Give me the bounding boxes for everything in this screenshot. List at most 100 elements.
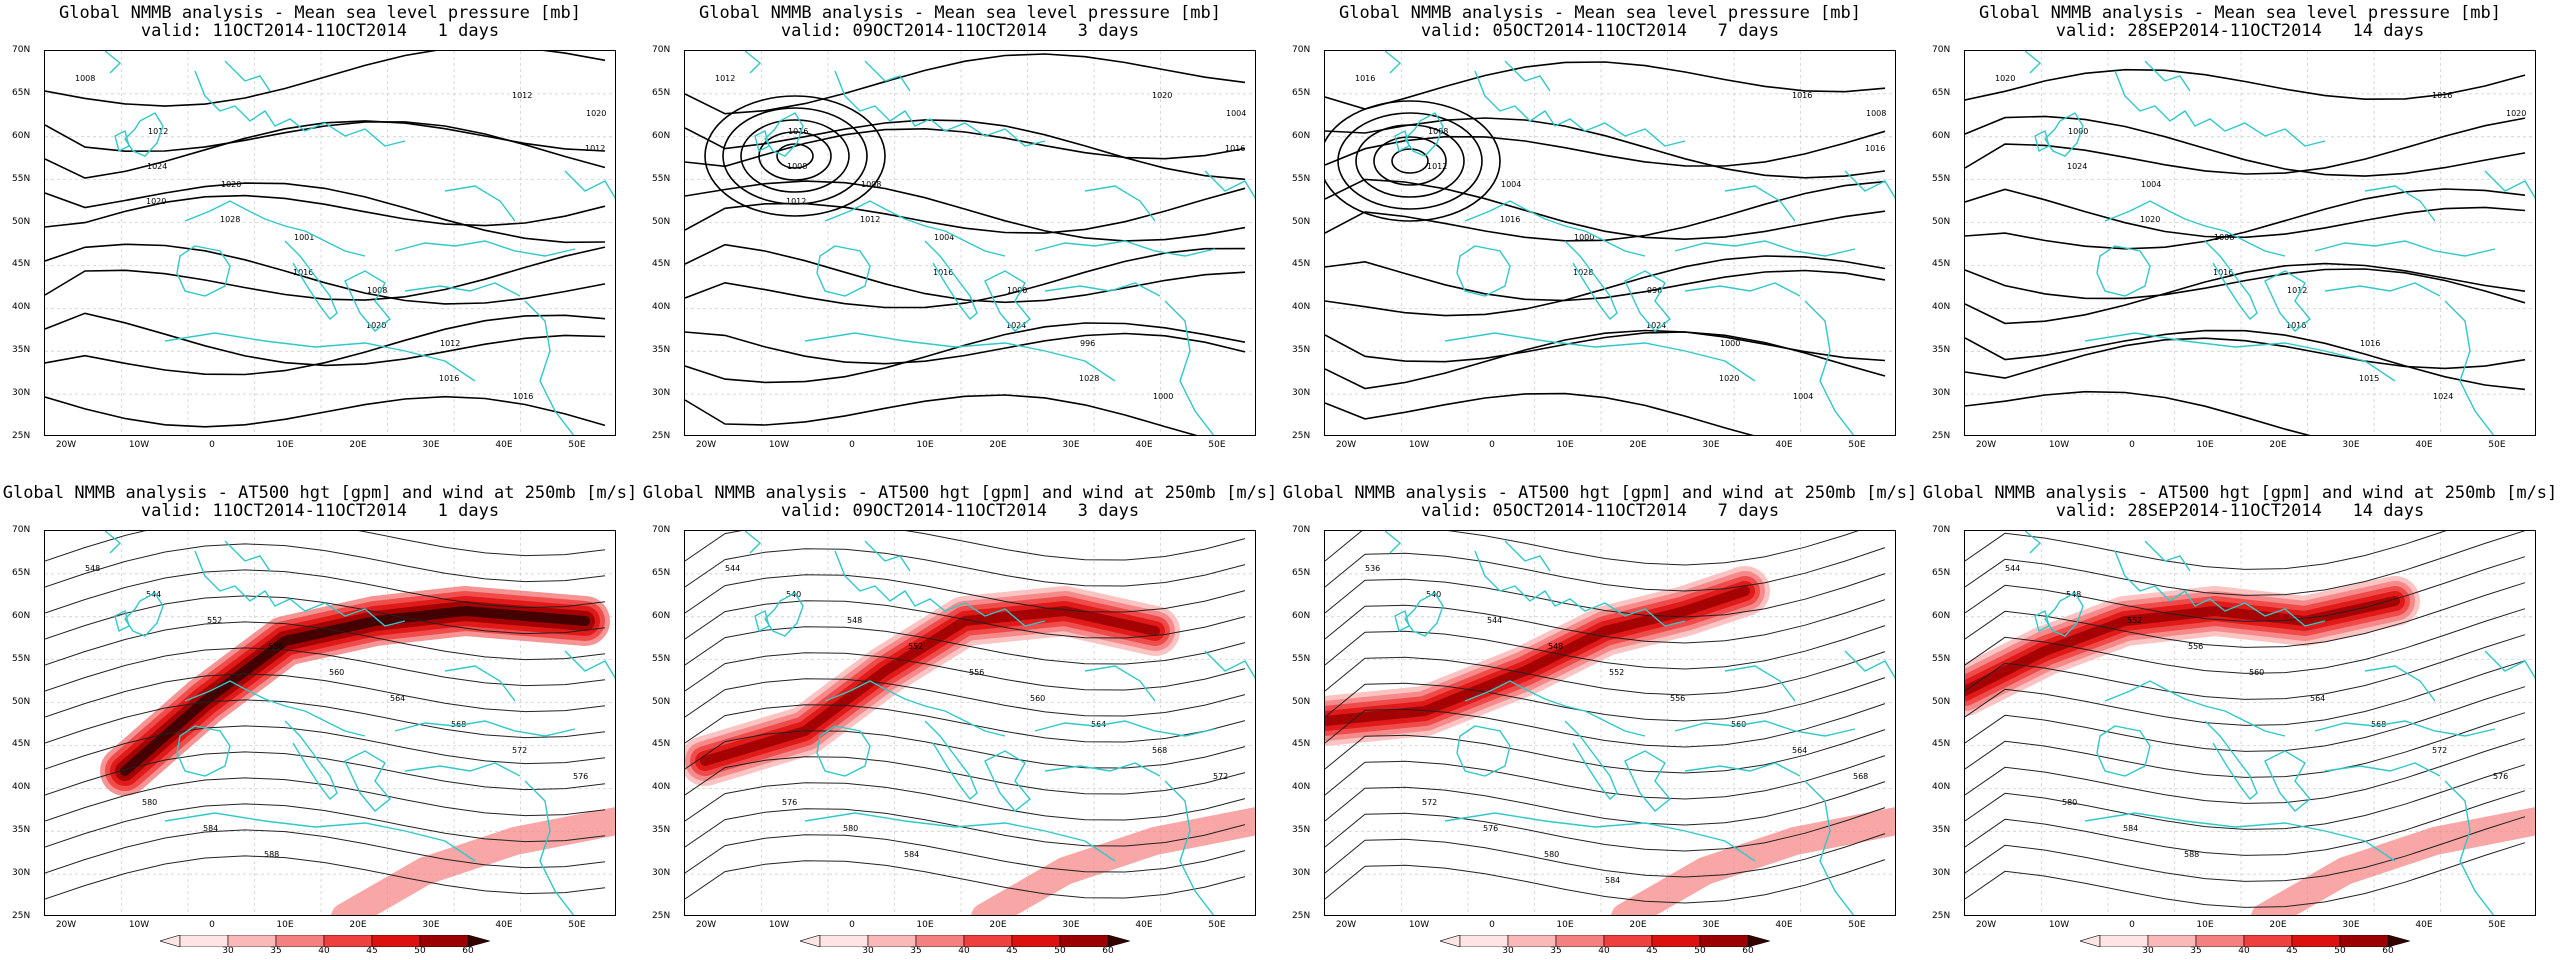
latitude-label: 35N bbox=[652, 345, 671, 356]
isobar-label: 1028 bbox=[1079, 374, 1099, 383]
height-label: 576 bbox=[2493, 772, 2508, 781]
map-panel-4: Global NMMB analysis - Mean sea level pr… bbox=[1920, 0, 2560, 480]
wind-colorbar bbox=[798, 932, 1132, 948]
latitude-label: 65N bbox=[1292, 87, 1311, 98]
colorbar-label: 60 bbox=[1102, 946, 1114, 956]
longitude-label: 20W bbox=[1335, 920, 1357, 930]
height-label: 560 bbox=[329, 668, 344, 677]
longitude-label: 10W bbox=[2048, 440, 2070, 450]
coastline-5 bbox=[284, 720, 338, 801]
coastline-11 bbox=[2364, 665, 2436, 702]
isobar-line bbox=[45, 243, 606, 305]
height-contour bbox=[45, 803, 606, 848]
latitude-label: 70N bbox=[1932, 525, 1951, 535]
isobars: 1012 1016 1008 1004 1000 996 1000 1004 1008 1012 1… bbox=[685, 53, 1246, 435]
isobar-label: 1000 bbox=[1007, 286, 1027, 295]
coastlines bbox=[2024, 51, 2535, 435]
coastline-13 bbox=[1504, 60, 1551, 92]
wind-colorbar bbox=[1438, 932, 1772, 948]
latitude-label: 65N bbox=[652, 567, 671, 578]
coastline-11 bbox=[444, 665, 516, 702]
longitude-label: 10W bbox=[768, 440, 790, 450]
map-panel-3: Global NMMB analysis - Mean sea level pr… bbox=[1280, 0, 1920, 480]
coastline-9 bbox=[804, 812, 1116, 862]
coastline-8 bbox=[1684, 282, 1801, 297]
longitude-label: 20E bbox=[1629, 440, 1647, 450]
latitude-label: 55N bbox=[1292, 653, 1311, 664]
isobar-label: 1020 bbox=[2506, 109, 2526, 118]
latitude-label: 30N bbox=[1292, 388, 1311, 399]
panel-title: Global NMMB analysis - Mean sea level pr… bbox=[1339, 3, 1861, 23]
coastline-6 bbox=[1624, 270, 1671, 332]
height-contour bbox=[45, 699, 606, 744]
height-contour bbox=[45, 647, 606, 692]
latitude-label: 50N bbox=[12, 216, 31, 227]
height-label: 564 bbox=[1792, 746, 1807, 755]
longitude-label: 10W bbox=[2048, 920, 2070, 930]
colorbar-svg bbox=[798, 934, 1132, 948]
latitude-label: 45N bbox=[12, 739, 31, 750]
coastline-2 bbox=[1394, 609, 1410, 633]
height-contour bbox=[45, 569, 606, 614]
height-label: 552 bbox=[207, 616, 222, 625]
latitude-label: 30N bbox=[1932, 868, 1951, 879]
low-ring bbox=[776, 143, 814, 169]
jet-shading bbox=[685, 586, 1255, 915]
latitude-label: 45N bbox=[1932, 259, 1951, 270]
coastline-1 bbox=[1404, 112, 1444, 157]
isobar-label: 1008 bbox=[861, 180, 881, 189]
coastline-14 bbox=[1384, 531, 1402, 554]
coastline-6 bbox=[344, 750, 391, 812]
height-contour bbox=[1965, 660, 2526, 726]
wind-colorbar bbox=[2078, 932, 2412, 948]
coastline-12 bbox=[564, 650, 615, 680]
colorbar-svg bbox=[2078, 934, 2412, 948]
coastline-5 bbox=[2204, 240, 2258, 321]
latitude-label: 45N bbox=[1292, 739, 1311, 750]
coastline-6 bbox=[344, 270, 391, 332]
longitude-label: 20W bbox=[55, 920, 77, 930]
coastline-5 bbox=[1564, 240, 1618, 321]
height-label: 548 bbox=[847, 616, 862, 625]
isobars: 1008 1012 1020 1001 1008 1012 1016 1020 1024 1028… bbox=[45, 51, 606, 428]
latitude-label: 40N bbox=[12, 782, 31, 793]
height-label: 552 bbox=[1609, 668, 1624, 677]
longitude-label: 40E bbox=[1135, 440, 1153, 450]
latitude-label: 65N bbox=[1932, 87, 1951, 98]
latitude-label: 35N bbox=[652, 825, 671, 836]
coastline-11 bbox=[1084, 665, 1156, 702]
isobars: 1020 1000 1004 1008 1012 1016 1024 1020 1024 1020… bbox=[1965, 68, 2526, 435]
coastline-13 bbox=[2144, 540, 2191, 572]
latitude-label: 40N bbox=[652, 782, 671, 793]
coastline-8 bbox=[1044, 762, 1161, 777]
height-label: 544 bbox=[725, 564, 740, 573]
latitude-label: 25N bbox=[1932, 431, 1951, 441]
height-contour bbox=[1325, 531, 1859, 566]
coastline-1 bbox=[2044, 592, 2084, 637]
colorbar-high-arrow bbox=[1107, 934, 1132, 948]
coastline-10 bbox=[1164, 780, 1215, 915]
low-ring bbox=[1355, 124, 1465, 198]
isobar-label: 1028 bbox=[1573, 268, 1593, 277]
isobar-label: 1012 bbox=[860, 215, 880, 224]
coastline-9 bbox=[164, 332, 476, 382]
height-label: 548 bbox=[1548, 642, 1563, 651]
longitude-label: 50E bbox=[1208, 920, 1226, 930]
height-label: 572 bbox=[512, 746, 527, 755]
coastline-14 bbox=[2024, 531, 2042, 554]
colorbar-label: 35 bbox=[1550, 946, 1562, 956]
height-label: 580 bbox=[2062, 798, 2077, 807]
map-panel-8: Global NMMB analysis - AT500 hgt [gpm] a… bbox=[1920, 480, 2560, 960]
jet-band bbox=[1611, 807, 1895, 915]
colorbar-label: 30 bbox=[222, 946, 234, 956]
panel-title: Global NMMB analysis - Mean sea level pr… bbox=[1979, 3, 2501, 23]
height-contour bbox=[685, 704, 1246, 744]
colorbar-label: 40 bbox=[1598, 946, 1610, 956]
height-contour bbox=[1325, 573, 1886, 618]
height-contour bbox=[1325, 625, 1886, 670]
isobar-label: 1024 bbox=[2067, 162, 2087, 171]
